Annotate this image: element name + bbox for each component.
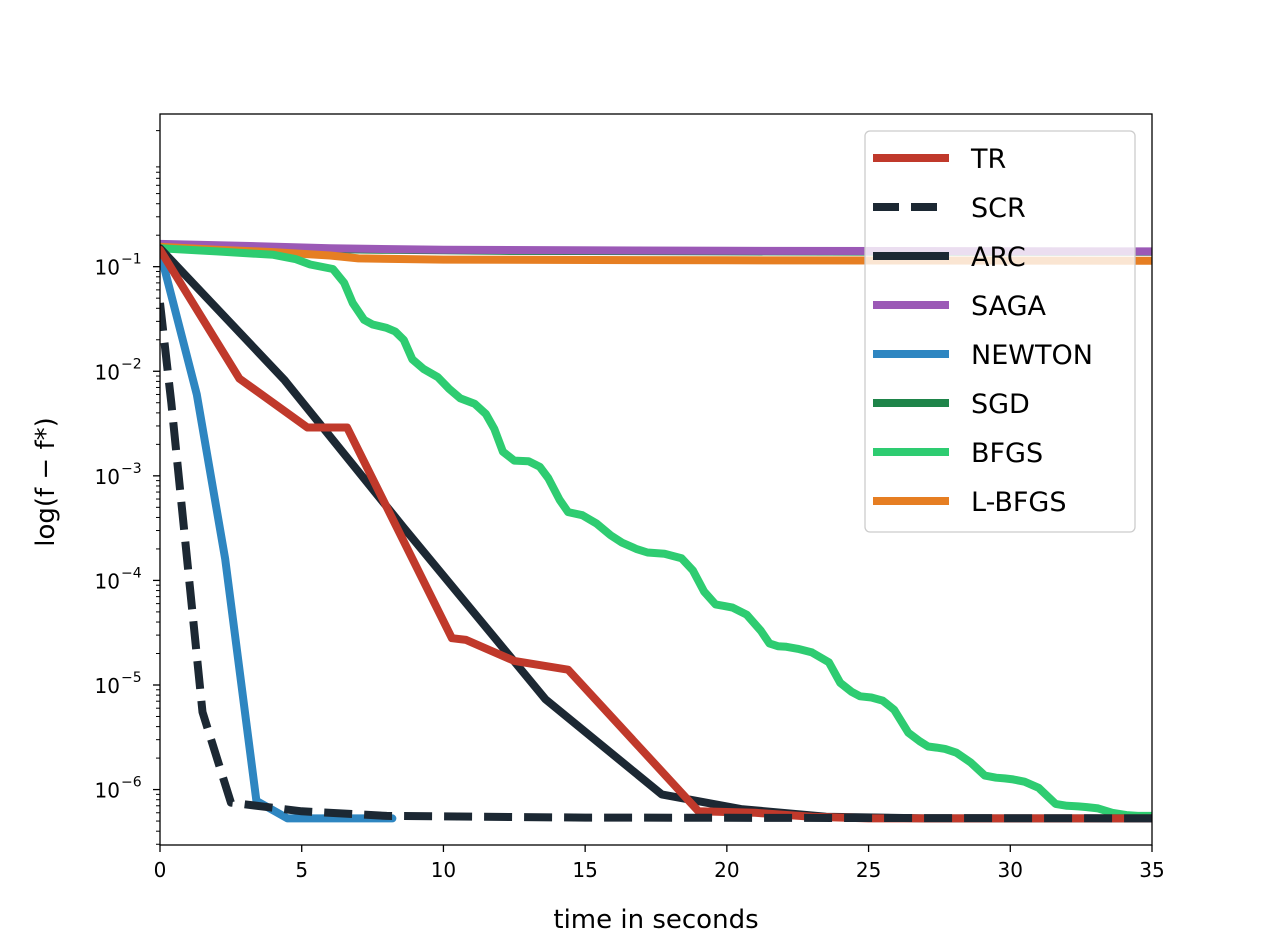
x-tick-label: 25 — [856, 858, 881, 882]
legend-label: TR — [970, 144, 1006, 175]
legend: TR SCR ARC SAGA NEWTON SGD BFGS L-BFGS — [864, 130, 1136, 533]
x-axis: 0 5 10 15 20 25 30 35 — [154, 845, 1165, 882]
x-tick-label: 5 — [295, 858, 308, 882]
x-axis-title: time in seconds — [553, 905, 758, 935]
x-tick-label: 35 — [1139, 858, 1164, 882]
legend-label: SGD — [971, 389, 1030, 420]
x-tick-label: 0 — [154, 858, 167, 882]
y-tick-exponent: −2 — [121, 356, 142, 372]
y-tick-label: 10 — [95, 465, 120, 489]
y-axis: 10−110−210−310−410−510−6 — [95, 130, 160, 845]
x-tick-label: 10 — [431, 858, 456, 882]
series-line-saga — [160, 239, 1152, 256]
y-tick-exponent: −3 — [121, 461, 142, 477]
plot-frame — [159, 113, 1153, 846]
y-tick-label: 10 — [95, 674, 120, 698]
series-line-bfgs — [160, 244, 1152, 820]
legend-label: L-BFGS — [971, 487, 1066, 518]
y-tick-label: 10 — [95, 256, 120, 280]
series-layer — [160, 239, 1152, 823]
y-tick-label: 10 — [95, 360, 120, 384]
y-tick-exponent: −5 — [121, 670, 142, 686]
y-axis-title: log(f − f*) — [31, 417, 61, 547]
x-tick-label: 30 — [998, 858, 1023, 882]
y-tick-exponent: −6 — [121, 775, 142, 791]
legend-label: BFGS — [971, 438, 1043, 469]
y-tick-label: 10 — [95, 779, 120, 803]
x-tick-label: 20 — [714, 858, 739, 882]
legend-label: SAGA — [971, 291, 1047, 322]
legend-label: ARC — [971, 242, 1026, 273]
y-tick-exponent: −1 — [121, 252, 142, 268]
legend-label: SCR — [971, 193, 1026, 224]
series-line-newton — [160, 247, 397, 823]
y-tick-label: 10 — [95, 569, 120, 593]
legend-box — [864, 130, 1136, 533]
legend-label: NEWTON — [971, 340, 1093, 371]
y-tick-exponent: −4 — [121, 565, 142, 581]
series-line-scr — [160, 302, 1152, 823]
x-tick-label: 15 — [572, 858, 597, 882]
